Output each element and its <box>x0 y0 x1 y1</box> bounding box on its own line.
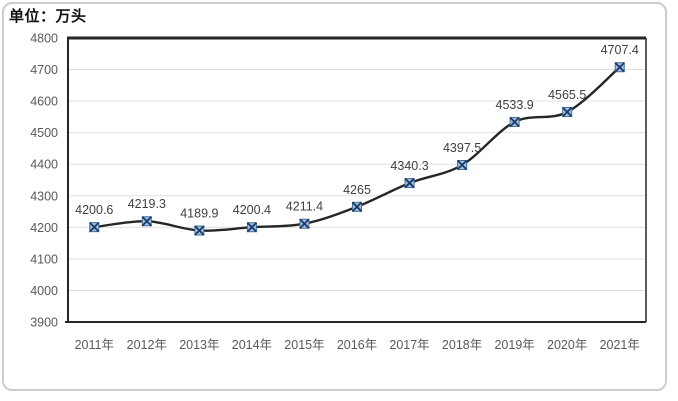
y-tick-label: 4200 <box>30 221 58 235</box>
marker-x-stroke <box>456 159 468 171</box>
x-tick-label: 2019年 <box>494 338 534 352</box>
data-label: 4200.6 <box>75 203 113 217</box>
y-tick-label: 4700 <box>30 63 58 77</box>
data-label: 4707.4 <box>601 43 639 57</box>
y-tick-label: 4800 <box>30 32 58 46</box>
data-label: 4211.4 <box>286 200 323 214</box>
y-tick-label: 4300 <box>30 189 58 203</box>
chart-frame <box>2 2 667 391</box>
data-label: 4200.4 <box>233 203 271 217</box>
marker-x-stroke <box>404 177 415 189</box>
marker-x-stroke <box>299 218 310 229</box>
x-tick-label: 2011年 <box>75 338 114 352</box>
data-label: 4565.5 <box>548 88 586 102</box>
data-label: 4219.3 <box>128 197 166 211</box>
data-label: 4189.9 <box>180 207 218 221</box>
x-tick-label: 2014年 <box>232 338 272 352</box>
marker-x-stroke <box>562 106 573 118</box>
data-label: 4265 <box>343 183 371 197</box>
y-tick-label: 3900 <box>30 316 58 330</box>
marker-x-stroke <box>614 62 625 73</box>
y-tick-label: 4600 <box>30 95 58 109</box>
x-tick-label: 2016年 <box>337 338 377 352</box>
x-tick-label: 2013年 <box>179 338 219 352</box>
x-tick-label: 2017年 <box>389 338 429 352</box>
marker-x-stroke <box>194 225 205 236</box>
x-tick-label: 2021年 <box>600 338 640 352</box>
data-label: 4397.5 <box>443 141 481 155</box>
unit-label: 单位：万头 <box>9 8 87 25</box>
marker-x-stroke <box>89 222 100 233</box>
marker-x-stroke <box>509 116 520 128</box>
x-tick-label: 2018年 <box>442 338 482 352</box>
data-label: 4340.3 <box>390 159 428 173</box>
marker-x-stroke <box>351 201 363 212</box>
y-tick-label: 4400 <box>30 158 58 172</box>
y-tick-label: 4100 <box>30 252 58 266</box>
marker-x-stroke <box>246 222 258 233</box>
y-tick-label: 4500 <box>30 126 58 140</box>
y-tick-label: 4000 <box>30 284 58 298</box>
x-tick-label: 2012年 <box>127 338 167 352</box>
marker-x-stroke <box>141 216 152 227</box>
data-label: 4533.9 <box>496 98 534 112</box>
x-tick-label: 2020年 <box>547 338 587 352</box>
x-tick-label: 2015年 <box>284 338 324 352</box>
